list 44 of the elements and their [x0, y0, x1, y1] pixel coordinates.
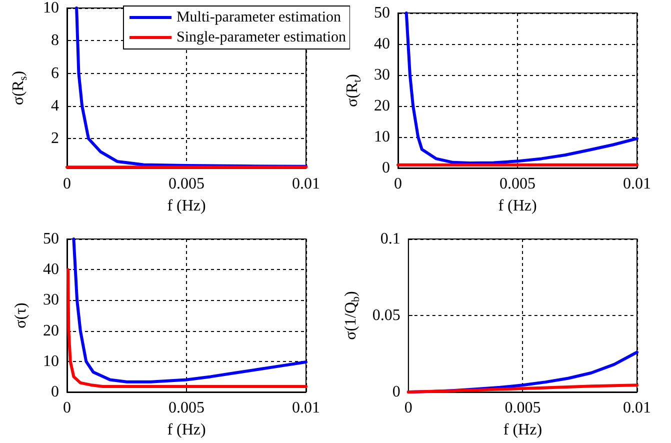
y-tick-label: 0	[51, 384, 59, 400]
y-tick-label: 10	[43, 352, 59, 370]
y-tick-label: 0	[382, 160, 390, 176]
line-series	[404, 12, 638, 165]
x-tick-label: 0.005	[504, 400, 541, 416]
x-tick-label: 0.01	[292, 176, 320, 192]
y-tick-label: 10	[374, 128, 390, 146]
x-tick-label: 0.01	[623, 176, 651, 192]
x-tick-label: 0	[404, 400, 412, 416]
x-tick-label: 0.005	[168, 400, 204, 416]
x-axis-title: f (Hz)	[167, 198, 206, 214]
legend-label: Multi-parameter estimation	[176, 10, 342, 26]
line-series	[72, 238, 308, 384]
x-axis-title: f (Hz)	[167, 422, 206, 438]
y-tick-label: 0.1	[380, 230, 400, 248]
y-axis-title: σ(1/Qb)	[342, 291, 362, 340]
y-axis-title: σ(Rs)	[10, 70, 30, 106]
y-tick-label: 4	[51, 97, 59, 114]
y-tick-label: 0.05	[372, 307, 400, 324]
y-tick-label: 8	[51, 32, 59, 50]
y-tick-label: 10	[43, 0, 59, 16]
y-axis-title: σ(Rt)	[344, 74, 364, 108]
x-tick-label: 0.01	[292, 400, 320, 416]
y-tick-label: 40	[43, 261, 59, 278]
x-axis-title: f (Hz)	[503, 422, 542, 438]
y-axis-title: σ(τ)	[12, 302, 30, 328]
x-tick-label: 0.01	[623, 400, 651, 416]
y-tick-label: 6	[51, 64, 59, 82]
y-tick-label: 50	[374, 4, 390, 22]
x-tick-label: 0	[63, 400, 71, 416]
y-tick-label: 50	[43, 230, 59, 248]
y-tick-label: 40	[374, 36, 390, 52]
line-series	[66, 268, 308, 388]
y-tick-label: 30	[43, 292, 59, 309]
y-tick-label: 0	[392, 384, 400, 400]
x-tick-label: 0	[63, 176, 71, 192]
y-tick-label: 20	[374, 98, 390, 114]
legend-label: Single-parameter estimation	[176, 30, 346, 46]
x-axis-title: f (Hz)	[498, 198, 537, 214]
x-tick-label: 0.005	[168, 176, 204, 192]
y-tick-label: 30	[374, 66, 390, 84]
x-tick-label: 0.005	[500, 176, 536, 192]
y-tick-label: 20	[43, 322, 59, 340]
y-tick-label: 2	[51, 130, 59, 148]
